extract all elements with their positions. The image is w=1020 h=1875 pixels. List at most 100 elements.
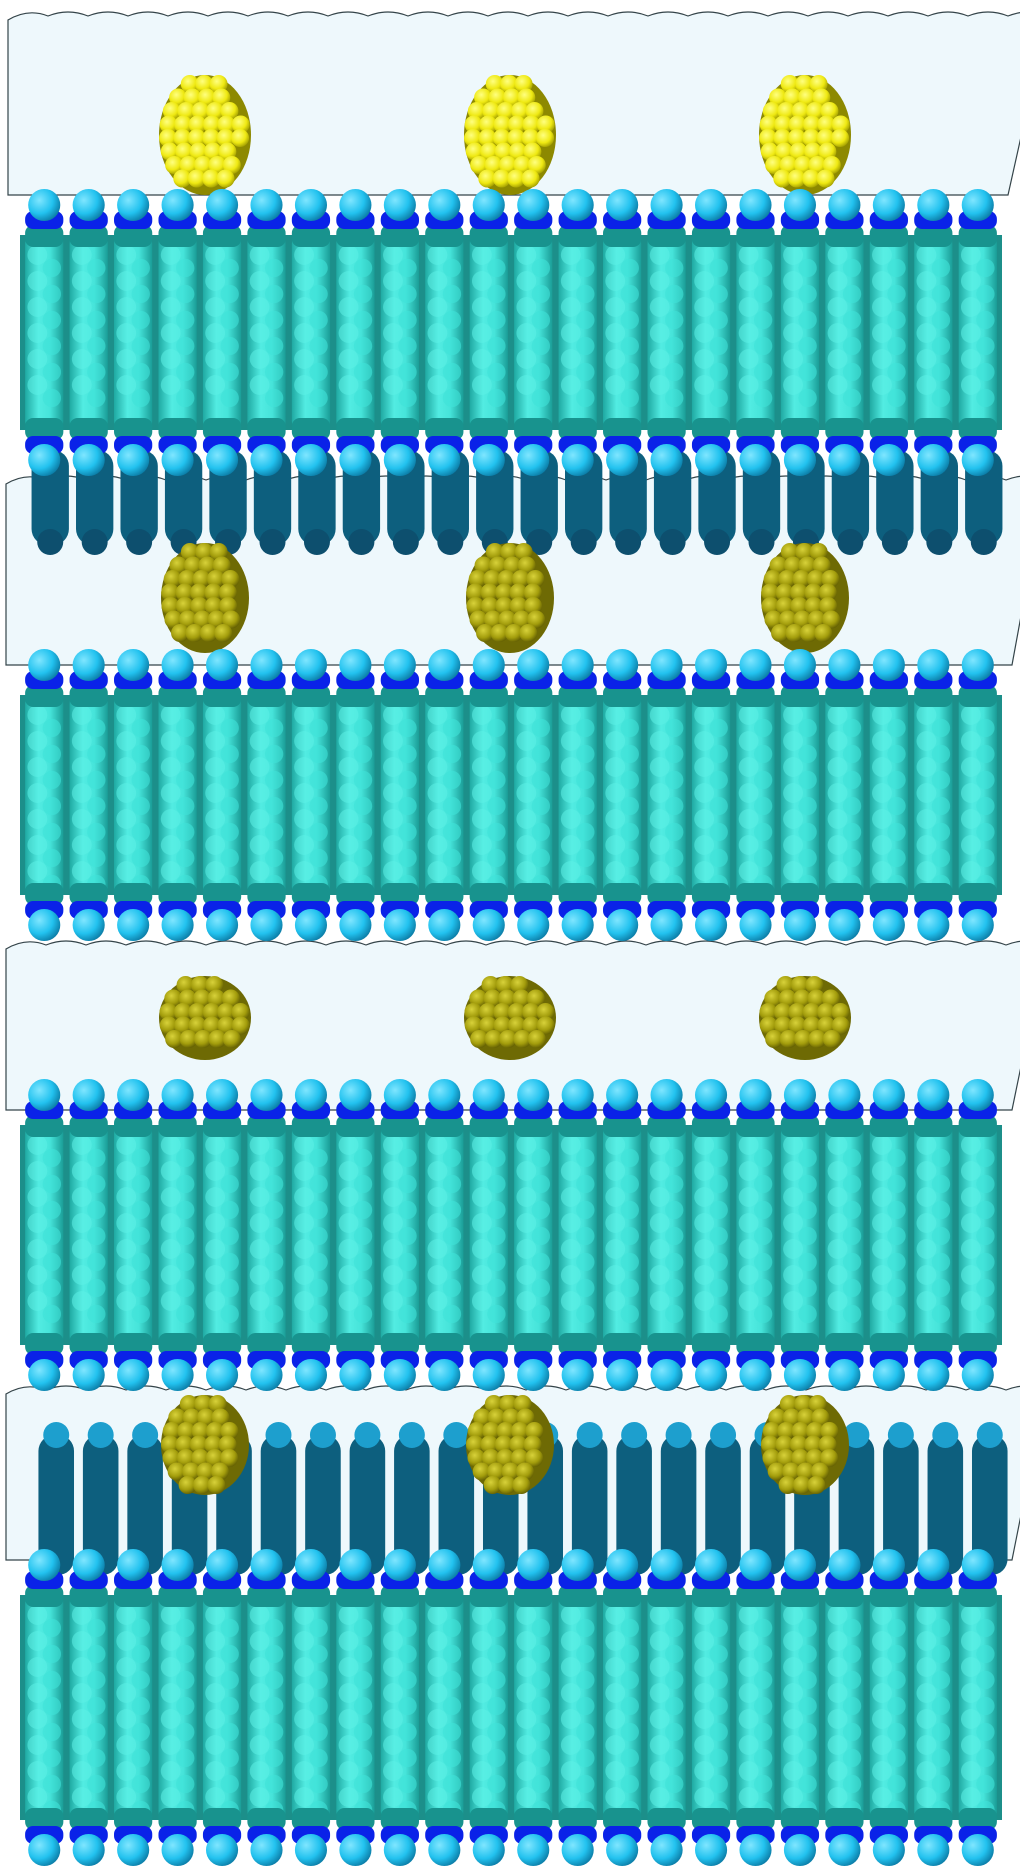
lipid-tail-bead (516, 1135, 537, 1155)
peptide-bead (762, 1422, 781, 1440)
lipid-tail-bead (131, 336, 150, 356)
peptide-bead (219, 597, 238, 615)
peptide-bead (508, 142, 527, 161)
lipid-tail-bead (42, 822, 62, 842)
lipid-tail-bead (620, 1174, 639, 1194)
lipid-tail-bead (976, 770, 995, 790)
lipid-shadow-head (259, 529, 286, 555)
lipid-tail-bead (309, 1618, 328, 1638)
lipid-head (294, 1548, 328, 1582)
peptide-bead (773, 169, 792, 188)
lipid-tail-bead (309, 822, 328, 842)
lipid-tail-bead (398, 848, 417, 868)
lipid-head (872, 1078, 905, 1112)
peptide-bead (479, 115, 498, 134)
lipid-head (383, 648, 416, 682)
lipid-glycerol (914, 1115, 953, 1137)
lipid-tail-bead (842, 1200, 862, 1220)
lipid-tail-bead (264, 1226, 284, 1246)
lipid-tail-bead (960, 375, 981, 395)
lipid-tail-bead (160, 1213, 181, 1233)
lipid-tail-bead (665, 1174, 684, 1194)
lipid-tail-bead (176, 718, 195, 738)
lipid-tail-bead (71, 1291, 92, 1311)
lipid-tail-bead (649, 1709, 670, 1729)
peptide-bead (159, 1016, 178, 1035)
lipid-glycerol (558, 1585, 597, 1607)
lipid-tail-bead (531, 1774, 551, 1794)
lipid-shadow-head (837, 529, 864, 555)
lipid-head (294, 648, 328, 682)
lipid-tail-bead (576, 1696, 595, 1716)
lipid-tail-bead (516, 297, 537, 317)
lipid-tail-bead (427, 1683, 448, 1703)
lipid-tail-bead (427, 809, 448, 829)
peptide-bead (163, 570, 182, 588)
peptide-bead (818, 1435, 837, 1454)
lipid-tail-bead (220, 310, 239, 330)
lipid-tail-bead (976, 310, 995, 330)
lipid-tail-bead (27, 1709, 48, 1729)
peptide-bead (793, 156, 812, 174)
lipid-tail-bead (264, 1644, 284, 1664)
peptide-bead (790, 583, 809, 602)
lipid-head (917, 1833, 950, 1867)
lipid-tail-bead (576, 1174, 595, 1194)
lipid-tail-bead (471, 1657, 492, 1677)
lipid-glycerol (247, 1333, 286, 1355)
lipid-head (739, 1833, 772, 1867)
lipid-tail-bead (827, 297, 848, 317)
lipid-glycerol (603, 418, 642, 440)
peptide-bead (482, 1422, 501, 1440)
lipid-tail-bead (753, 258, 773, 278)
lipid-tail-bead (471, 1709, 492, 1729)
lipid-tail-bead (131, 388, 150, 408)
lipid-tail-bead (916, 245, 937, 265)
lipid-glycerol (558, 883, 597, 905)
lipid-tail-bead (442, 388, 462, 408)
lipid-tail-bead (27, 705, 48, 725)
peptide-bead (193, 156, 212, 174)
lipid-tail-bead (116, 1657, 137, 1677)
peptide-bead (497, 570, 516, 588)
lipid-tail-bead (383, 731, 403, 751)
lipid-tail-bead (842, 1722, 862, 1742)
peptide-bead (197, 88, 216, 107)
lipid-glycerol (736, 1333, 775, 1355)
lipid-glycerol (158, 1585, 197, 1607)
lipid-glycerol (869, 883, 908, 905)
lipid-tail-bead (176, 1148, 195, 1168)
lipid-tail-bead (872, 1735, 892, 1755)
lipid-tail-bead (160, 757, 181, 777)
lipid-head (161, 648, 194, 682)
lipid-tail-bead (71, 1761, 92, 1781)
lipid-tail-bead (27, 1239, 48, 1259)
lipid-tail-bead (605, 375, 626, 395)
lipid-tail-bead (738, 1709, 759, 1729)
lipid-tail-bead (353, 1304, 373, 1324)
lipid-head (561, 1078, 594, 1112)
lipid-tail-bead (220, 848, 239, 868)
peptide-bead (482, 102, 501, 120)
lipid-tail-bead (976, 1774, 995, 1794)
lipid-tail-bead (160, 809, 181, 829)
lipid-tail-bead (694, 1187, 715, 1207)
lipid-tail-bead (87, 1226, 106, 1246)
lipid-tail-bead (383, 349, 403, 369)
peptide-bead (523, 142, 542, 161)
lipid-tail-bead (42, 1174, 62, 1194)
lipid-tail-bead (576, 822, 595, 842)
peptide-bead (187, 129, 206, 147)
peptide-bead (806, 570, 825, 588)
lipid-glycerol (69, 1808, 108, 1830)
lipid-tail-bead (471, 297, 492, 317)
peptide-bead (174, 1016, 193, 1035)
lipid-tail-bead (516, 1735, 537, 1755)
lipid-tail-bead (353, 1174, 373, 1194)
peptide-bead (208, 156, 227, 174)
peptide-bead (525, 102, 544, 120)
lipid-tail-bead (560, 1213, 581, 1233)
peptide-bead (804, 1435, 823, 1454)
lipid-bilayer (20, 1548, 1002, 1867)
lipid-tail-bead (872, 835, 892, 855)
